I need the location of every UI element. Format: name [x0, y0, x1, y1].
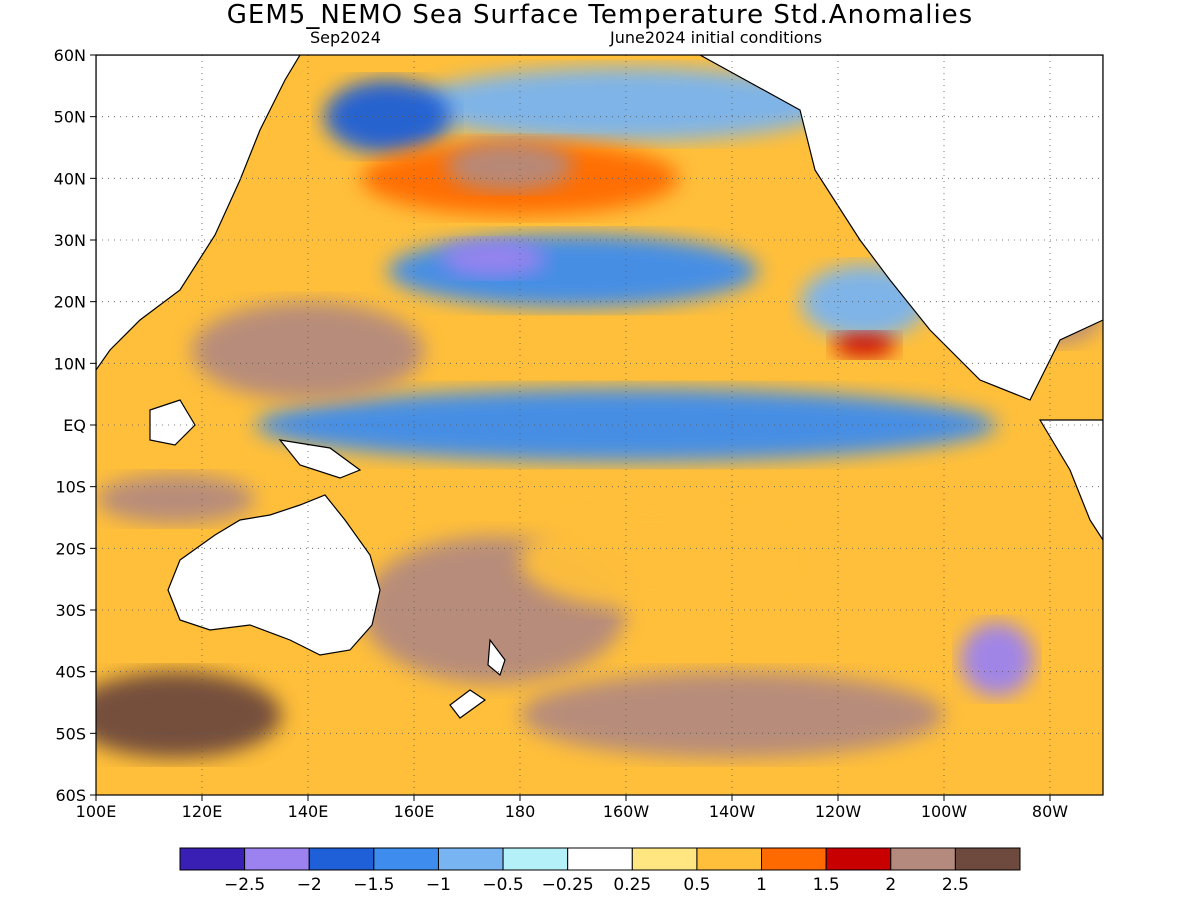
lat-tick-label: 60S — [55, 786, 86, 805]
borneo — [149, 399, 196, 446]
north-america — [699, 55, 1103, 401]
lon-tick-label: 180 — [505, 802, 536, 821]
lon-tick-label: 100E — [76, 802, 117, 821]
lat-tick-label: 10N — [54, 354, 86, 373]
lon-tick-label: 80W — [1032, 802, 1068, 821]
colorbar-swatch — [761, 847, 827, 871]
anomaly-region — [445, 141, 573, 191]
anomaly-region — [440, 240, 547, 277]
lon-tick-label: 160W — [603, 802, 650, 821]
anomaly-region — [255, 388, 997, 462]
land-outlines — [96, 55, 1103, 719]
anomaly-region — [832, 332, 897, 358]
latitude-axis: 60N 50N 40N 30N 20N 10N EQ 10S 20S 30S 40S 50S 60S — [54, 46, 96, 805]
colorbar-swatch — [179, 847, 246, 871]
colorbar-label: 1.5 — [813, 875, 840, 895]
lat-tick-label: 50N — [54, 108, 86, 127]
lon-tick-label: 160E — [394, 802, 435, 821]
anomaly-region — [959, 622, 1035, 697]
lat-tick-label: 40N — [54, 169, 86, 188]
lon-tick-label: 120W — [815, 802, 862, 821]
lat-tick-label: 30S — [55, 601, 86, 620]
lat-tick-label: 20S — [55, 539, 86, 558]
lat-tick-label: 20N — [54, 293, 86, 312]
lon-tick-label: 120E — [182, 802, 223, 821]
map-title: GEM5_NEMO Sea Surface Temperature Std.An… — [226, 0, 974, 30]
colorbar-swatch — [567, 847, 633, 871]
colorbar-swatch — [308, 847, 375, 871]
colorbar-label: 1 — [756, 875, 767, 895]
anomaly-region — [323, 79, 452, 154]
colorbar-swatch — [954, 847, 1021, 871]
colorbar-label: 0.5 — [683, 875, 710, 895]
anomaly-region — [387, 233, 759, 308]
lon-tick-label: 140W — [709, 802, 756, 821]
colorbar-swatch — [502, 847, 569, 871]
lon-tick-label: 140E — [288, 802, 329, 821]
lat-tick-label: 40S — [55, 663, 86, 682]
colorbar-swatch — [631, 847, 698, 871]
anomaly-region — [520, 671, 944, 758]
new-guinea — [278, 439, 362, 479]
lon-tick-label: 100W — [921, 802, 968, 821]
colorbar-label: 2.5 — [942, 875, 969, 895]
colorbar-swatch — [373, 847, 439, 871]
south-america — [1038, 419, 1103, 542]
colorbar-label: −0.5 — [482, 875, 523, 895]
colorbar-swatch — [244, 847, 310, 871]
colorbar: −2.5 −2 −1.5 −1 −0.5 −0.25 0.25 0.5 1 1.5 2 2.5 — [179, 847, 1021, 895]
lat-tick-label: 10S — [55, 478, 86, 497]
colorbar-label: 2 — [885, 875, 896, 895]
colorbar-label: −1 — [426, 875, 451, 895]
new-zealand — [449, 638, 506, 719]
colorbar-swatch — [825, 847, 892, 871]
longitude-axis: 100E 120E 140E 160E 180 160W 140W 120W 100W 80W — [76, 795, 1068, 821]
colorbar-swatch — [696, 847, 763, 871]
colorbar-label: −0.25 — [542, 875, 594, 895]
anomaly-region — [520, 511, 785, 610]
colorbar-swatch — [890, 847, 956, 871]
asia-landmass — [96, 55, 301, 372]
lat-tick-label: 30N — [54, 231, 86, 250]
anomaly-region — [96, 474, 255, 524]
colorbar-label: −2 — [297, 875, 322, 895]
colorbar-label: 0.25 — [613, 875, 651, 895]
australia-landmass — [167, 494, 381, 656]
colorbar-label: −2.5 — [224, 875, 265, 895]
forecast-month: Sep2024 — [310, 28, 381, 47]
colorbar-label: −1.5 — [353, 875, 394, 895]
anomaly-region — [96, 671, 282, 758]
initial-conditions-label: June2024 initial conditions — [610, 28, 823, 47]
anomaly-region — [191, 301, 425, 401]
lat-tick-label: 60N — [54, 46, 86, 65]
lat-tick-label: 50S — [55, 724, 86, 743]
lat-tick-label: EQ — [63, 416, 86, 435]
colorbar-swatch — [437, 847, 504, 871]
